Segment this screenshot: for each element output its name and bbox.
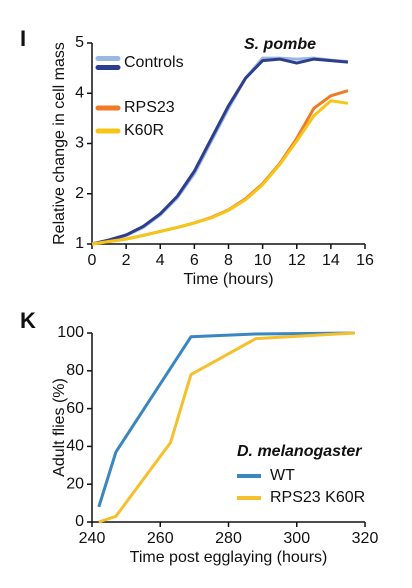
x-tick-label: 10 [254, 252, 272, 269]
x-tick-label: 4 [156, 252, 165, 269]
y-axis-label: Relative change in cell mass [51, 42, 68, 245]
legend-label: RPS23 K60R [270, 489, 365, 506]
x-tick-label: 240 [79, 530, 106, 547]
legend-label: K60R [124, 122, 164, 139]
series-line [91, 56, 349, 246]
y-tick-label: 20 [66, 475, 84, 492]
x-tick-label: 320 [352, 530, 379, 547]
x-axis-label: Time (hours) [183, 271, 273, 288]
x-tick-label: 300 [283, 530, 310, 547]
y-tick-label: 0 [75, 513, 84, 530]
series-line [98, 331, 355, 524]
panel-label: K [20, 308, 36, 333]
y-tick-label: 80 [66, 362, 84, 379]
legend-label: RPS23 [124, 99, 175, 116]
x-tick-label: 6 [190, 252, 199, 269]
axes [91, 43, 365, 245]
y-tick-label: 4 [75, 84, 84, 101]
legend-label: Controls [124, 54, 184, 71]
y-tick-label: 3 [75, 135, 84, 152]
chart-title: S. pombe [244, 36, 316, 53]
legend-label: WT [270, 467, 295, 484]
series-line [91, 57, 349, 246]
x-tick-label: 12 [288, 252, 306, 269]
y-axis-label: Adult flies (%) [51, 378, 68, 477]
y-tick-label: 5 [75, 34, 84, 51]
x-tick-label: 280 [215, 530, 242, 547]
x-tick-label: 8 [224, 252, 233, 269]
chart-title: D. melanogaster [237, 443, 362, 460]
series-line [91, 99, 349, 246]
x-tick-label: 2 [122, 252, 131, 269]
x-tick-label: 260 [147, 530, 174, 547]
series-line [97, 331, 355, 508]
y-tick-label: 100 [57, 324, 84, 341]
y-tick-label: 1 [75, 235, 84, 252]
y-tick-label: 60 [66, 400, 84, 417]
y-tick-label: 2 [75, 185, 84, 202]
x-tick-label: 16 [356, 252, 374, 269]
panel-label: I [20, 26, 26, 51]
x-tick-label: 14 [322, 252, 340, 269]
x-tick-label: 0 [88, 252, 97, 269]
x-axis-label: Time post egglaying (hours) [130, 549, 328, 566]
y-tick-label: 40 [66, 438, 84, 455]
